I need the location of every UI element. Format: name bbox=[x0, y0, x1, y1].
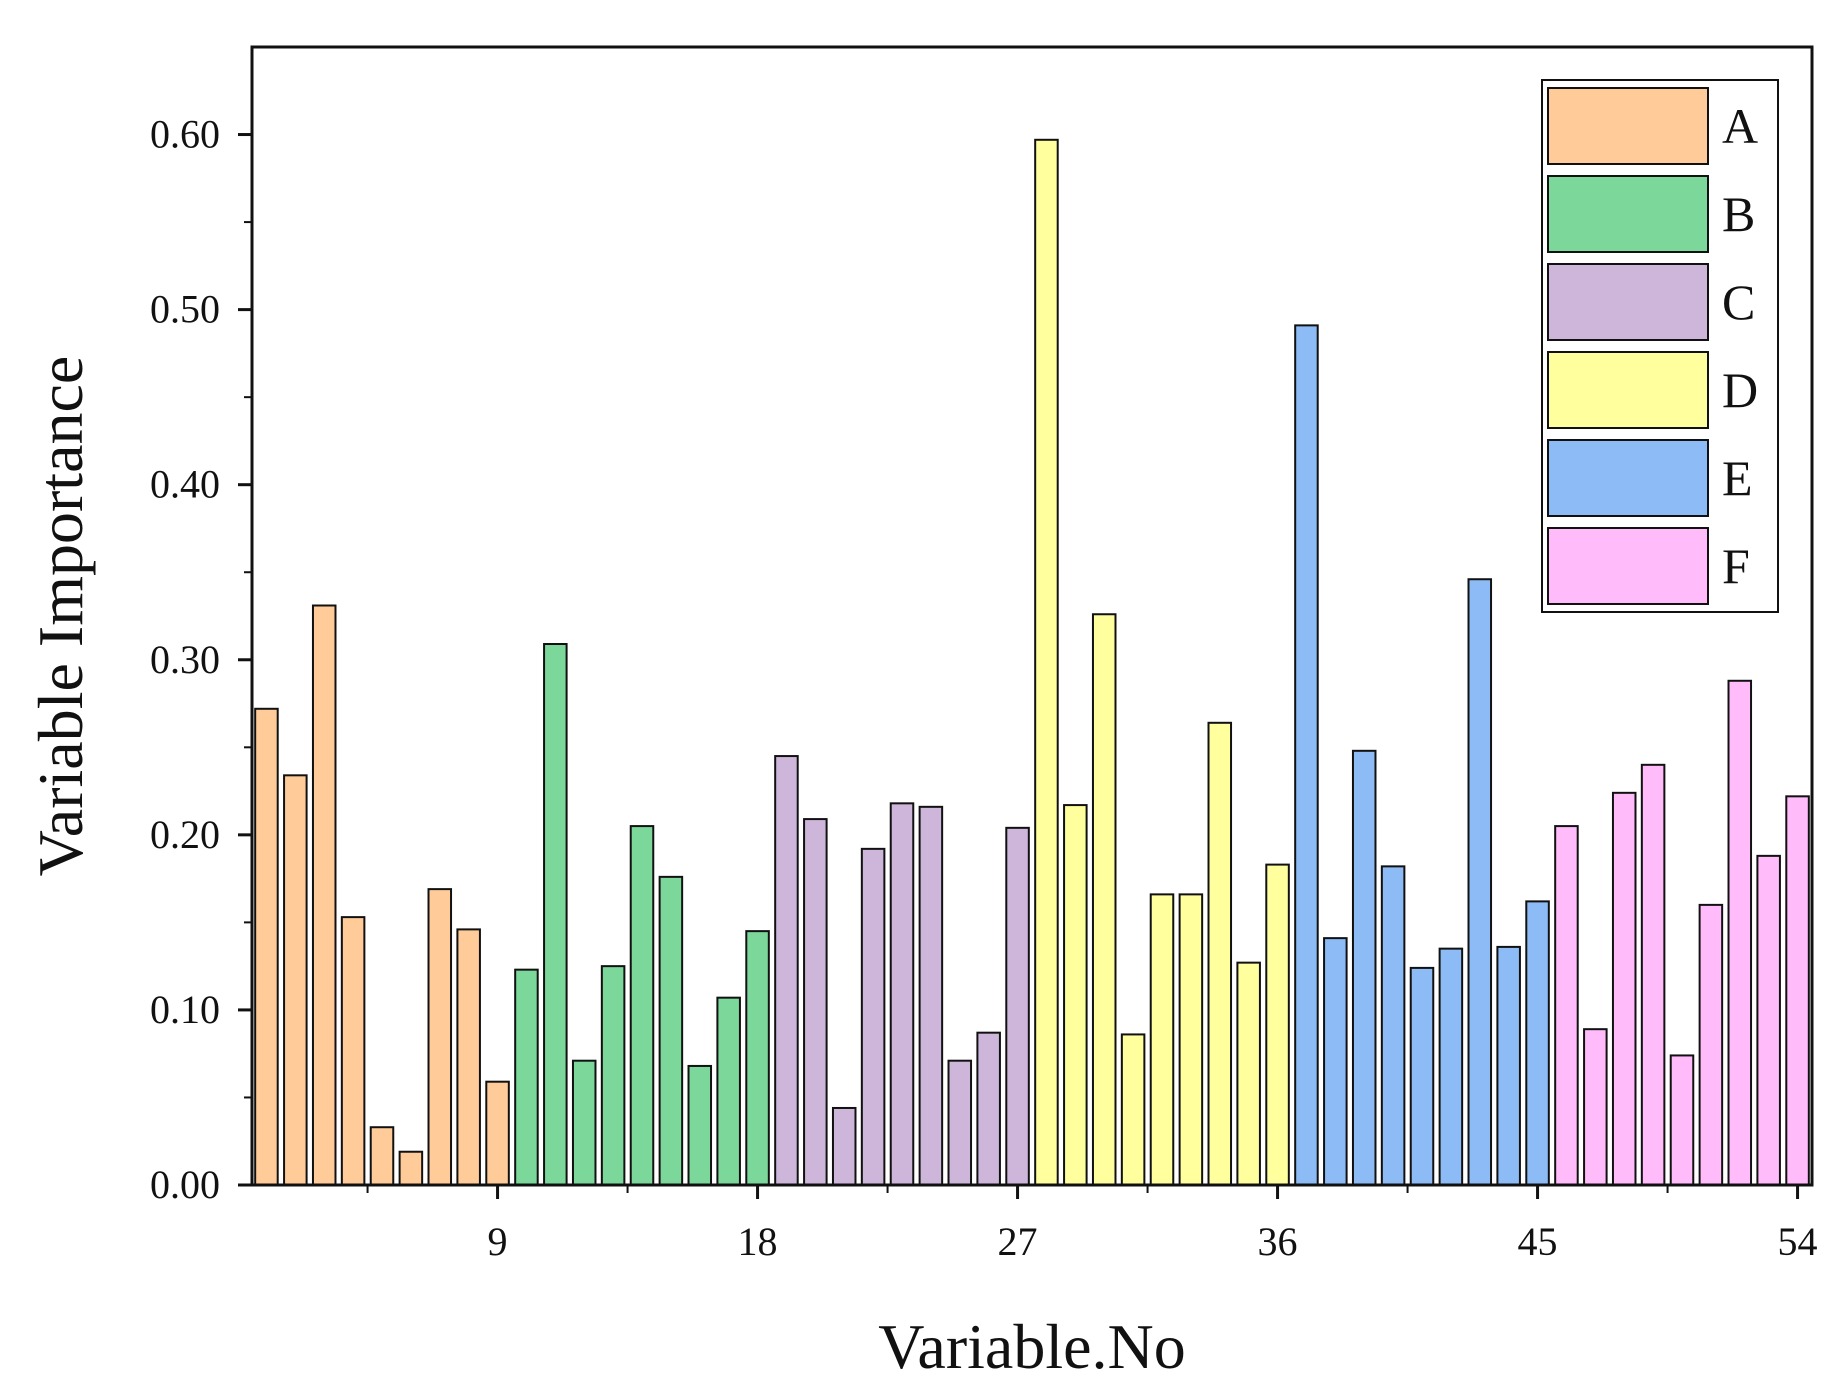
bar-E-40 bbox=[1380, 865, 1406, 1186]
legend-label-E: E bbox=[1722, 450, 1753, 506]
legend-swatch-B bbox=[1547, 175, 1709, 253]
bar-D-29 bbox=[1063, 804, 1088, 1187]
legend-swatch-A bbox=[1547, 87, 1709, 165]
bar-F-49 bbox=[1640, 763, 1666, 1186]
legend-label-D: D bbox=[1722, 362, 1758, 418]
bar-F-46 bbox=[1554, 825, 1579, 1187]
bar-A-7 bbox=[427, 888, 453, 1186]
bar-E-38 bbox=[1323, 937, 1348, 1187]
y-tick-label: 0.60 bbox=[150, 112, 220, 157]
bar-B-16 bbox=[687, 1064, 713, 1186]
bar-E-43 bbox=[1467, 578, 1493, 1186]
bar-B-15 bbox=[658, 875, 684, 1186]
x-tick-label: 54 bbox=[1778, 1219, 1818, 1264]
x-tick-label: 36 bbox=[1258, 1219, 1298, 1264]
bar-D-31 bbox=[1120, 1033, 1146, 1187]
bar-F-50 bbox=[1669, 1054, 1695, 1186]
bar-A-4 bbox=[340, 916, 366, 1186]
bar-A-5 bbox=[369, 1126, 395, 1186]
x-axis-title: Variable.No bbox=[878, 1311, 1185, 1382]
bar-E-45 bbox=[1525, 900, 1550, 1186]
bar-E-37 bbox=[1294, 324, 1319, 1186]
bar-B-14 bbox=[629, 825, 655, 1187]
x-axis: 9 18 27 36 45 54 bbox=[366, 1185, 1818, 1264]
bar-C-21 bbox=[831, 1106, 857, 1186]
bar-C-19 bbox=[774, 755, 799, 1186]
bar-D-28 bbox=[1034, 138, 1059, 1186]
y-axis: 0.00 0.10 0.20 0.30 0.40 0.50 0.60 bbox=[150, 112, 252, 1207]
y-tick-label: 0.20 bbox=[150, 812, 220, 857]
legend-label-C: C bbox=[1722, 274, 1755, 330]
legend-swatch-D bbox=[1547, 351, 1709, 429]
bar-B-11 bbox=[543, 643, 568, 1186]
bar-B-17 bbox=[716, 996, 741, 1186]
x-tick-label: 18 bbox=[738, 1219, 778, 1264]
x-tick-label: 45 bbox=[1518, 1219, 1558, 1264]
bar-D-35 bbox=[1236, 961, 1261, 1187]
bar-E-39 bbox=[1351, 749, 1377, 1186]
bar-D-36 bbox=[1265, 863, 1290, 1186]
bar-E-41 bbox=[1409, 966, 1435, 1187]
bar-D-32 bbox=[1149, 893, 1175, 1186]
bar-C-22 bbox=[860, 847, 886, 1186]
bar-E-42 bbox=[1438, 947, 1464, 1187]
legend-label-F: F bbox=[1722, 538, 1750, 594]
bar-F-53 bbox=[1756, 854, 1781, 1186]
legend-label-A: A bbox=[1722, 98, 1758, 154]
bar-A-2 bbox=[283, 774, 308, 1186]
legend-swatch-E bbox=[1547, 439, 1709, 517]
bar-E-44 bbox=[1496, 945, 1521, 1187]
bar-C-24 bbox=[918, 805, 944, 1187]
legend-swatch-F bbox=[1547, 527, 1709, 605]
y-tick-label: 0.00 bbox=[150, 1162, 220, 1207]
bar-A-3 bbox=[311, 604, 337, 1186]
legend-swatch-C bbox=[1547, 263, 1709, 341]
x-tick-label: 9 bbox=[488, 1219, 508, 1264]
bar-B-13 bbox=[600, 965, 626, 1187]
bar-D-33 bbox=[1178, 893, 1204, 1186]
bar-B-12 bbox=[571, 1059, 597, 1186]
y-tick-label: 0.10 bbox=[150, 987, 220, 1032]
bar-F-47 bbox=[1583, 1028, 1608, 1187]
bar-F-51 bbox=[1698, 903, 1724, 1186]
bar-C-20 bbox=[803, 818, 828, 1187]
y-tick-label: 0.40 bbox=[150, 462, 220, 507]
bar-A-9 bbox=[485, 1080, 510, 1186]
bar-C-26 bbox=[976, 1031, 1001, 1187]
bar-D-30 bbox=[1091, 613, 1117, 1186]
legend-label-B: B bbox=[1722, 186, 1755, 242]
y-tick-label: 0.30 bbox=[150, 637, 220, 682]
y-tick-label: 0.50 bbox=[150, 287, 220, 332]
bar-B-18 bbox=[745, 930, 770, 1187]
bar-D-34 bbox=[1207, 721, 1233, 1186]
bar-A-6 bbox=[398, 1150, 424, 1186]
bar-A-8 bbox=[456, 928, 481, 1187]
bar-C-27 bbox=[1005, 826, 1030, 1187]
x-tick-label: 27 bbox=[998, 1219, 1038, 1264]
bar-C-23 bbox=[889, 802, 915, 1187]
plot-frame bbox=[250, 45, 1814, 1187]
y-axis-title: Variable Importance bbox=[25, 356, 96, 877]
bar-C-25 bbox=[947, 1059, 973, 1186]
bar-A-1 bbox=[254, 707, 279, 1186]
legend-frame bbox=[1541, 79, 1779, 613]
bar-F-54 bbox=[1785, 795, 1810, 1187]
bar-B-10 bbox=[514, 968, 539, 1186]
bar-F-52 bbox=[1727, 679, 1753, 1187]
bar-F-48 bbox=[1611, 791, 1637, 1187]
